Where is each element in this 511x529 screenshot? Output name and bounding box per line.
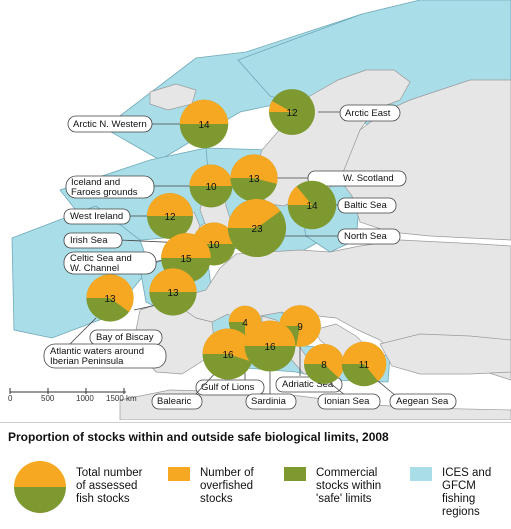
svg-text:Baltic Sea: Baltic Sea [344, 200, 387, 211]
svg-text:Irish Sea: Irish Sea [70, 235, 108, 246]
pie-total-label: 23 [251, 224, 263, 235]
label-arctic-nw: Arctic N. Western [67, 115, 186, 133]
legend-regions-label: ICES and GFCM fishing regions [442, 467, 492, 518]
pie-total-label: 16 [264, 342, 276, 353]
pie-overfished-slice [86, 274, 134, 312]
pie-arctic-n-western: 14 [179, 99, 229, 149]
pie-overfished-slice [269, 100, 292, 112]
svg-text:W. Scotland: W. Scotland [343, 173, 394, 184]
pie-baltic-sea: 14 [287, 180, 337, 230]
svg-text:Arctic East: Arctic East [345, 108, 391, 119]
pie-overfished-slice [192, 222, 236, 244]
legend-overfished-swatch [168, 467, 190, 481]
pie-balearic: 16 [202, 328, 254, 380]
pie-total-label: 13 [248, 174, 260, 185]
pie-total-label: 13 [104, 294, 116, 305]
scale-label-1000: 1000 [76, 394, 94, 403]
region-labels: Arctic N. Western Arctic East Iceland an… [43, 104, 457, 410]
pie-overfished-slice [179, 99, 229, 124]
svg-text:Sardinia: Sardinia [251, 396, 287, 407]
pie-total-label: 11 [359, 360, 370, 371]
pie-overfished-slice [202, 328, 254, 362]
europe-fish-stocks-map: Arctic N. Western Arctic East Iceland an… [11, 0, 511, 420]
label-west-ireland: West Ireland [63, 208, 150, 225]
pie-ionian-sea: 8 [303, 343, 345, 385]
legend: Proportion of stocks within and outside … [0, 422, 511, 529]
pie-overfished-slice [303, 343, 345, 378]
pie-overfished-slice [227, 198, 281, 228]
pie-west-ireland: 12 [147, 193, 193, 239]
pie-total-label: 8 [321, 360, 327, 371]
pie-bay-of-biscay: 13 [149, 268, 197, 316]
legend-pie-icon [14, 461, 66, 513]
scale-label-0: 0 [8, 394, 13, 403]
label-celtic-sea: Celtic Sea and W. Channel [63, 251, 173, 275]
pie-atlantic-waters-around-iberian-peninsula: 13 [86, 274, 134, 322]
legend-regions-swatch [410, 467, 432, 481]
pie-overfished-slice [244, 320, 296, 346]
pie-overfished-slice [149, 268, 197, 292]
pie-overfished-slice [279, 305, 321, 347]
pie-overfished-slice [287, 186, 312, 205]
pie-total-label: 16 [222, 350, 234, 361]
svg-text:Arctic N. Western: Arctic N. Western [73, 119, 147, 130]
stock-pies: 14 12 10 13 12 14 10 23 15 13 13 4 9 16 16 8 11 [86, 89, 387, 387]
legend-overfished-label: Number of overfished stocks [200, 467, 254, 505]
pie-overfished-slice [230, 154, 278, 184]
label-iceland-faroes: Iceland and Faroes grounds [65, 175, 196, 199]
pie-overfished-slice [189, 164, 233, 186]
pie-total-label: 10 [208, 240, 220, 251]
pie-overfished-slice [341, 341, 387, 382]
land-turkey [379, 333, 511, 375]
label-gulf-of-lions: Gulf of Lions [195, 330, 265, 396]
svg-text:Balearic: Balearic [157, 396, 192, 407]
legend-title: Proportion of stocks within and outside … [8, 430, 389, 444]
svg-text:Gulf of Lions: Gulf of Lions [201, 382, 255, 393]
label-arctic-east: Arctic East [318, 104, 401, 122]
svg-text:Ionian Sea: Ionian Sea [324, 396, 370, 407]
scale-label-1500: 1500 km [106, 394, 137, 403]
pie-arctic-east: 12 [269, 89, 315, 135]
pie-total-label: 12 [164, 212, 176, 223]
legend-safe-swatch [284, 467, 306, 481]
pie-total-label: 10 [205, 182, 217, 193]
pie-total-label: 9 [297, 322, 303, 333]
pie-total-label: 13 [167, 288, 179, 299]
scale-bar: 0 500 1000 1500 km [8, 388, 138, 414]
svg-text:North Sea: North Sea [344, 231, 387, 242]
svg-text:West Ireland: West Ireland [70, 211, 123, 222]
pie-iceland-and-faroes-grounds: 10 [189, 164, 233, 208]
label-baltic: Baltic Sea [332, 197, 397, 214]
label-sardinia: Sardinia [245, 358, 297, 410]
label-north-sea: North Sea [282, 228, 401, 245]
svg-text:Adriatic Sea: Adriatic Sea [282, 379, 334, 390]
pie-north-sea: 23 [227, 198, 287, 258]
scale-label-500: 500 [41, 394, 55, 403]
pie-overfished-slice [161, 233, 211, 258]
legend-total-label: Total number of assessed fish stocks [76, 467, 143, 505]
pie-total-label: 15 [180, 254, 192, 265]
land [119, 69, 511, 420]
pie-sardinia: 16 [244, 320, 296, 372]
pie-total-label: 12 [286, 108, 298, 119]
pie-total-label: 4 [242, 318, 248, 329]
pie-w-scotland: 13 [230, 154, 278, 202]
label-iberian: Atlantic waters around Iberian Peninsula [43, 317, 167, 369]
svg-text:Aegean Sea: Aegean Sea [396, 396, 449, 407]
pie-total-label: 14 [198, 120, 210, 131]
pie-overfished-slice [147, 193, 193, 216]
svg-text:Bay of Biscay: Bay of Biscay [96, 332, 154, 343]
pie-total-label: 14 [306, 201, 318, 212]
legend-safe-label: Commercial stocks within 'safe' limits [316, 467, 382, 505]
pie-aegean-sea: 11 [341, 341, 387, 387]
